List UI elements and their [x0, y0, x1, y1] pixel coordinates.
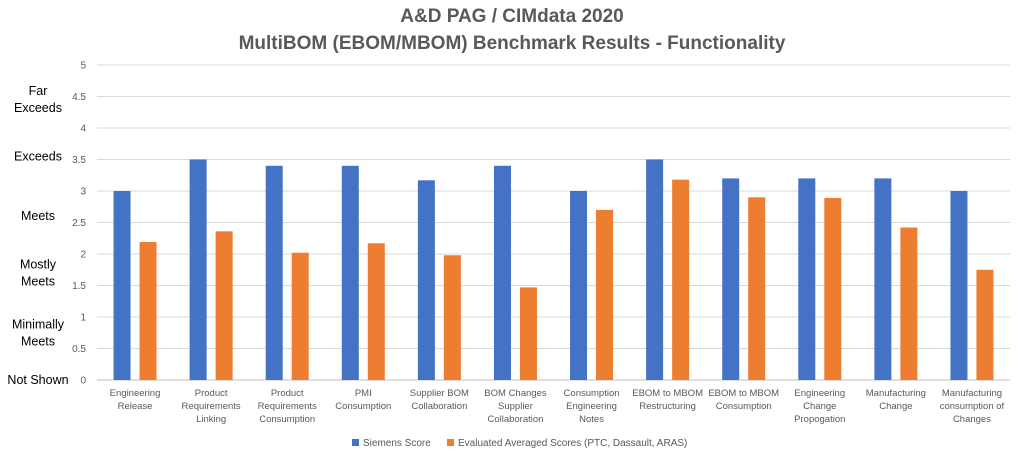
bar-evaluated-average	[824, 197, 842, 380]
gridlines	[97, 64, 1010, 381]
qualitative-labels: Not Shown Minimally Meets Mostly Meets Meets E…	[7, 84, 68, 387]
x-axis-categories: Engineering Release Product Requirements Lin…	[110, 388, 1005, 425]
bar-siemens	[417, 180, 435, 380]
category-label: EBOM to MBOM Consumption	[708, 388, 779, 412]
bar-siemens	[950, 191, 968, 380]
qualitative-label: Not Shown	[7, 373, 68, 387]
category-label: PMI Consumption	[335, 388, 391, 412]
bar-siemens	[113, 191, 131, 380]
category-label: Product Requirements Linking	[182, 388, 241, 425]
bar-siemens	[493, 165, 511, 380]
y-tick-label: 0	[80, 376, 86, 387]
category-label: Product Requirements Consumption	[258, 388, 317, 425]
bar-evaluated-average	[596, 209, 614, 380]
category-label: Engineering Release	[110, 388, 161, 412]
category-label: Consumption Engineering Notes	[564, 388, 620, 425]
bar-siemens	[341, 165, 359, 380]
bar-evaluated-average	[519, 287, 537, 380]
bar-evaluated-average	[443, 255, 461, 380]
legend: Siemens Score Evaluated Averaged Scores (…	[352, 438, 687, 449]
bar-evaluated-average	[215, 231, 233, 380]
category-label: Manufacturing Change	[866, 388, 926, 412]
legend-label-evaluated: Evaluated Averaged Scores (PTC, Dassault…	[458, 438, 687, 449]
bar-siemens	[798, 178, 816, 380]
y-tick-label: 1	[80, 313, 86, 324]
y-tick-label: 1.5	[72, 281, 86, 292]
y-tick-label: 3.5	[72, 155, 86, 166]
bar-evaluated-average	[367, 243, 385, 380]
qualitative-label: Far Exceeds	[14, 84, 62, 115]
qualitative-label: Meets	[21, 209, 55, 223]
legend-label-siemens: Siemens Score	[363, 438, 431, 449]
bar-siemens	[570, 191, 588, 380]
y-axis-ticks: 0 0.5 1 1.5 2 2.5 3 3.5 4 4.5 5	[72, 61, 86, 387]
bar-evaluated-average	[139, 242, 157, 380]
bar-evaluated-average	[672, 179, 690, 380]
bar-siemens	[265, 165, 283, 380]
y-tick-label: 2	[80, 250, 86, 261]
bar-siemens	[722, 178, 740, 380]
y-tick-label: 4	[80, 124, 86, 135]
qualitative-label: Mostly Meets	[20, 257, 57, 288]
y-tick-label: 0.5	[72, 344, 86, 355]
bar-evaluated-average	[748, 197, 766, 380]
category-label: BOM Changes Supplier Collaboration	[484, 388, 547, 425]
category-label: Manufacturing consumption of Changes	[940, 388, 1005, 425]
bar-siemens	[874, 178, 892, 380]
bar-evaluated-average	[291, 252, 309, 380]
bar-evaluated-average	[900, 227, 918, 380]
category-label: EBOM to MBOM Restructuring	[632, 388, 703, 412]
chart-subtitle: MultiBOM (EBOM/MBOM) Benchmark Results -…	[239, 33, 786, 54]
legend-swatch-siemens	[352, 439, 359, 446]
category-label: Supplier BOM Collaboration	[410, 388, 469, 412]
y-tick-label: 4.5	[72, 92, 86, 103]
y-tick-label: 3	[80, 187, 86, 198]
bar-siemens	[646, 159, 664, 380]
bars	[113, 159, 994, 380]
bar-siemens	[189, 159, 207, 380]
y-tick-label: 5	[80, 61, 86, 72]
category-label: Engineering Change Propogation	[794, 388, 845, 425]
chart-title: A&D PAG / CIMdata 2020	[400, 6, 623, 27]
qualitative-label: Exceeds	[14, 149, 62, 163]
y-tick-label: 2.5	[72, 218, 86, 229]
legend-swatch-evaluated	[447, 439, 454, 446]
bar-evaluated-average	[976, 269, 994, 380]
qualitative-label: Minimally Meets	[12, 317, 65, 348]
